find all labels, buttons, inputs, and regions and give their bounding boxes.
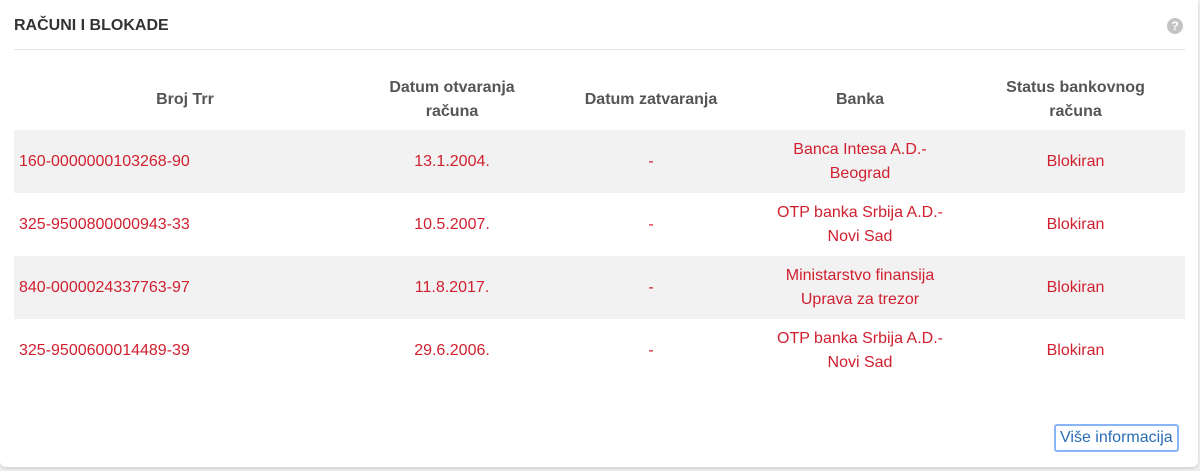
bank-name-line1: OTP banka Srbija A.D.- bbox=[777, 203, 943, 221]
opened-cell: 13.1.2004. bbox=[356, 130, 548, 193]
bank-cell: Banca Intesa A.D.- Beograd bbox=[754, 130, 966, 193]
opened-cell: 29.6.2006. bbox=[414, 341, 490, 359]
table-header: Broj Trr Datum otvaranja računa Datum za… bbox=[14, 70, 1185, 130]
bank-name-line2: Novi Sad bbox=[827, 353, 893, 371]
panel-title: RAČUNI I BLOKADE bbox=[14, 17, 169, 34]
bank-name-line2: Beograd bbox=[829, 164, 891, 182]
status-cell: Blokiran bbox=[1046, 215, 1105, 233]
trr-cell: 840-0000024337763-97 bbox=[14, 256, 356, 319]
bank-name-line1: Banca Intesa A.D.- bbox=[793, 140, 927, 158]
status-cell: Blokiran bbox=[1046, 341, 1105, 359]
more-info-button[interactable]: Više informacija bbox=[1054, 424, 1179, 452]
closed-cell: - bbox=[648, 215, 654, 233]
table-row: 325-9500600014489-39 29.6.2006. - OTP ba… bbox=[14, 319, 1185, 382]
closed-cell: - bbox=[548, 130, 754, 193]
opened-cell: 10.5.2007. bbox=[414, 215, 490, 233]
header-trr: Broj Trr bbox=[156, 91, 214, 108]
header-opened: Datum otvaranja računa bbox=[389, 79, 515, 120]
divider bbox=[14, 49, 1185, 50]
bank-name-line1: OTP banka Srbija A.D.- bbox=[777, 329, 943, 347]
closed-cell: - bbox=[548, 256, 754, 319]
question-circle-icon[interactable]: ? bbox=[1167, 18, 1183, 34]
bank-cell: Ministarstvo finansija Uprava za trezor bbox=[754, 256, 966, 319]
header-closed: Datum zatvaranja bbox=[584, 91, 718, 108]
opened-cell: 11.8.2017. bbox=[356, 256, 548, 319]
table-row: 160-0000000103268-90 13.1.2004. - Banca … bbox=[14, 130, 1185, 193]
header-status: Status bankovnog računa bbox=[1006, 79, 1145, 120]
trr-cell: 160-0000000103268-90 bbox=[14, 130, 356, 193]
status-cell: Blokiran bbox=[966, 130, 1185, 193]
bank-cell: OTP banka Srbija A.D.- Novi Sad bbox=[754, 193, 966, 256]
header-bank: Banka bbox=[835, 91, 885, 108]
status-cell: Blokiran bbox=[966, 256, 1185, 319]
bank-cell: OTP banka Srbija A.D.- Novi Sad bbox=[754, 319, 966, 382]
table-row: 840-0000024337763-97 11.8.2017. - Minist… bbox=[14, 256, 1185, 319]
trr-cell: 325-9500600014489-39 bbox=[19, 341, 190, 359]
trr-cell: 325-9500800000943-33 bbox=[19, 215, 190, 233]
table-row: 325-9500800000943-33 10.5.2007. - OTP ba… bbox=[14, 193, 1185, 256]
bank-name-line2: Novi Sad bbox=[827, 227, 893, 245]
bank-name-line1: Ministarstvo finansija bbox=[785, 266, 935, 284]
closed-cell: - bbox=[648, 341, 654, 359]
bank-name-line2: Uprava za trezor bbox=[800, 290, 920, 308]
accounts-table: Broj Trr Datum otvaranja računa Datum za… bbox=[14, 70, 1185, 382]
